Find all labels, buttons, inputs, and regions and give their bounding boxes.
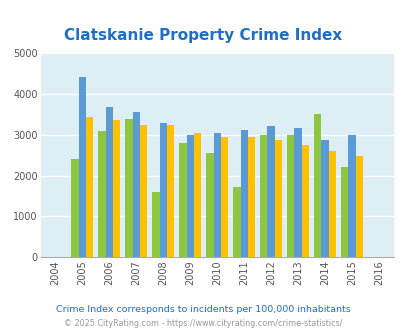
Bar [313,114,321,257]
Bar [98,131,105,257]
Bar [260,135,267,257]
Bar [125,119,132,257]
Bar [186,135,194,257]
Bar [355,155,362,257]
Bar [347,135,355,257]
Bar [194,133,200,257]
Bar [233,187,240,257]
Bar [321,140,328,257]
Bar [213,133,220,257]
Text: © 2025 CityRating.com - https://www.cityrating.com/crime-statistics/: © 2025 CityRating.com - https://www.city… [64,319,341,328]
Bar [179,143,186,257]
Bar [105,107,113,257]
Bar [132,112,140,257]
Bar [328,151,335,257]
Bar [240,130,247,257]
Bar [274,140,281,257]
Bar [86,116,93,257]
Bar [301,145,308,257]
Bar [294,128,301,257]
Bar [152,192,159,257]
Bar [159,123,166,257]
Bar [166,125,174,257]
Bar [71,159,79,257]
Text: Crime Index corresponds to incidents per 100,000 inhabitants: Crime Index corresponds to incidents per… [55,305,350,314]
Bar [340,167,347,257]
Bar [79,77,86,257]
Bar [140,125,147,257]
Bar [220,137,228,257]
Bar [113,120,120,257]
Bar [286,135,294,257]
Text: Clatskanie Property Crime Index: Clatskanie Property Crime Index [64,28,341,43]
Bar [247,137,254,257]
Bar [206,153,213,257]
Bar [267,126,274,257]
